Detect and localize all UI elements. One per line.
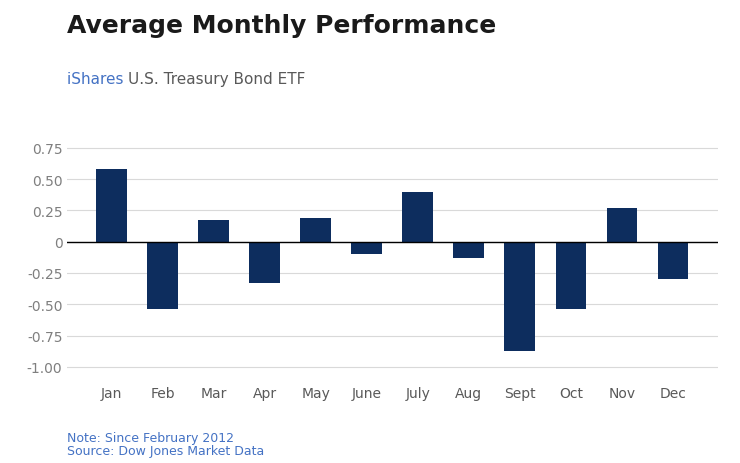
Bar xyxy=(658,242,688,280)
Bar xyxy=(352,242,382,255)
Bar xyxy=(96,169,127,242)
Text: Source: Dow Jones Market Data: Source: Dow Jones Market Data xyxy=(67,444,264,457)
Text: Note: Since February 2012: Note: Since February 2012 xyxy=(67,431,234,444)
Bar xyxy=(505,242,535,351)
Bar xyxy=(147,242,178,310)
Text: iShares: iShares xyxy=(67,72,128,87)
Bar xyxy=(454,242,484,258)
Bar xyxy=(249,242,280,283)
Bar xyxy=(198,221,229,242)
Text: U.S. Treasury Bond ETF: U.S. Treasury Bond ETF xyxy=(128,72,306,87)
Bar xyxy=(300,219,331,242)
Text: Average Monthly Performance: Average Monthly Performance xyxy=(67,14,496,38)
Bar xyxy=(556,242,586,310)
Bar xyxy=(607,208,637,242)
Bar xyxy=(403,192,433,242)
